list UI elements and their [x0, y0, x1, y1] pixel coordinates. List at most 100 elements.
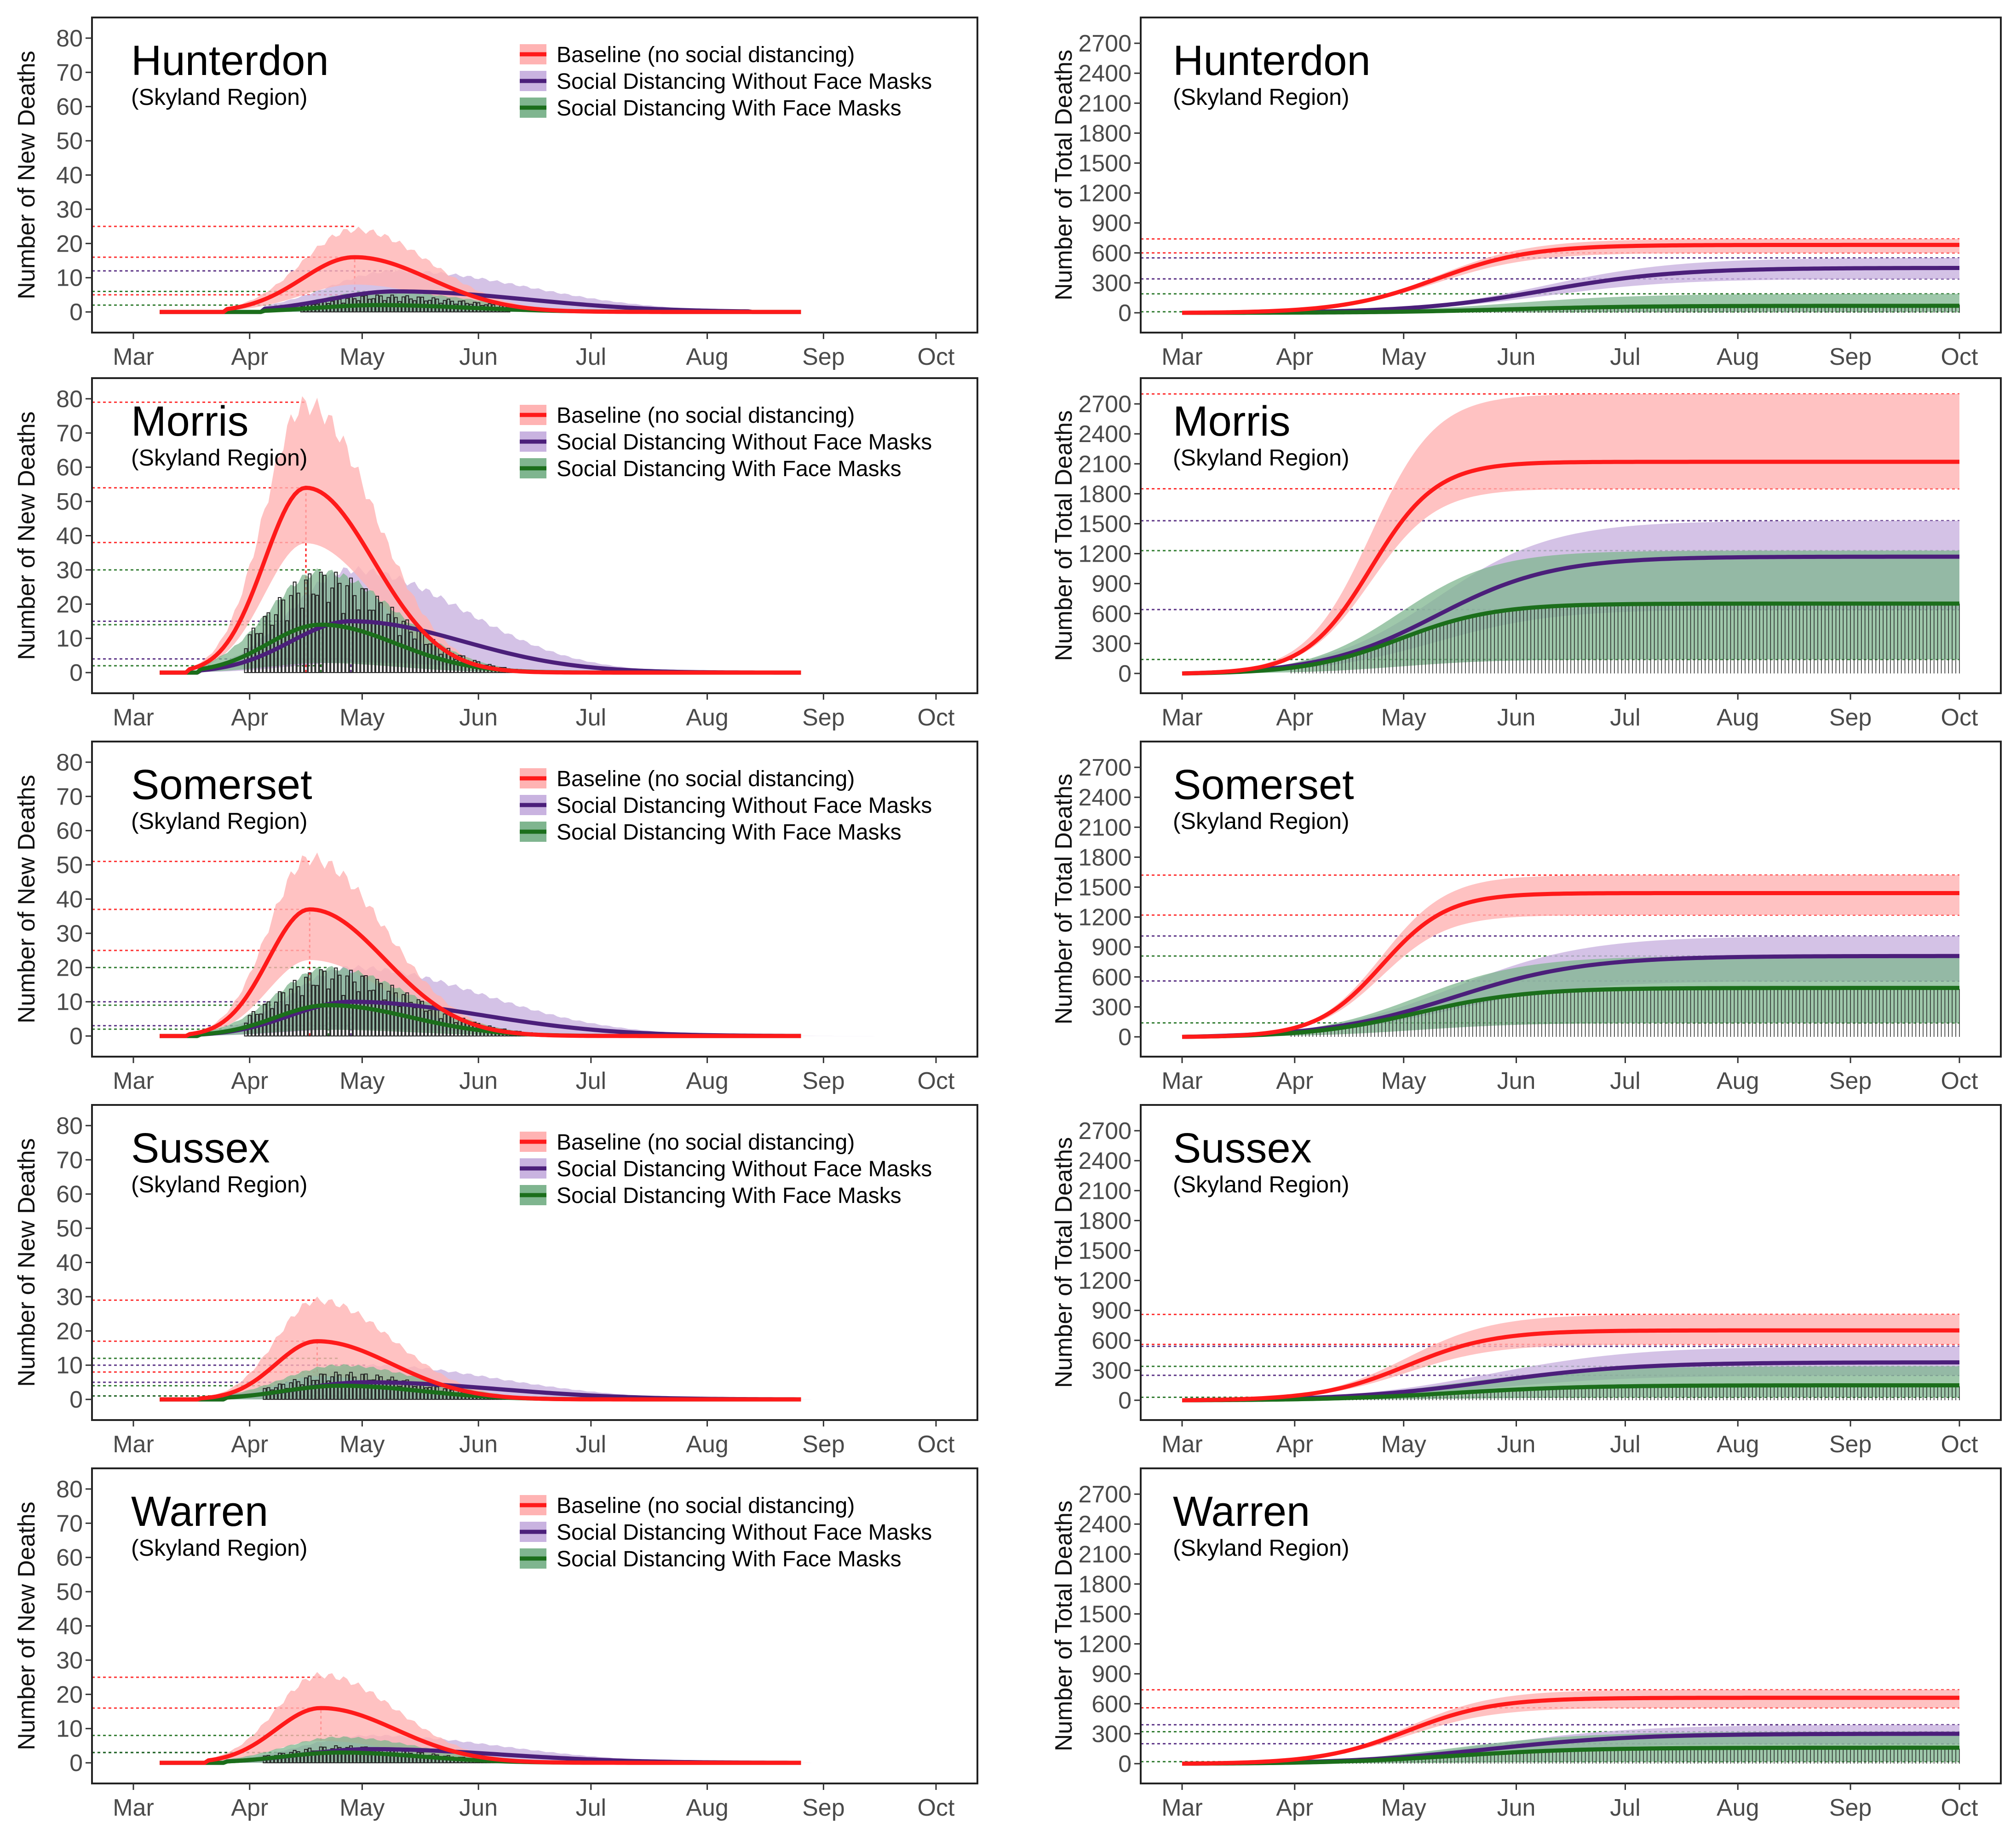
- y-tick-label: 70: [56, 783, 83, 810]
- legend-label-no_masks: Social Distancing Without Face Masks: [557, 1520, 932, 1545]
- plot-frame: [91, 377, 978, 694]
- region-subtitle: (Skyland Region): [131, 1535, 308, 1561]
- y-axis-label: Number of Total Deaths: [1051, 50, 1077, 300]
- observed-bar: [315, 985, 319, 1037]
- observed-bar: [386, 614, 391, 673]
- observed-bar: [308, 573, 312, 673]
- observed-bar: [409, 632, 413, 673]
- x-tick-label: Sep: [802, 1794, 845, 1821]
- county-title: Sussex: [131, 1125, 270, 1172]
- y-tick-label: 300: [1091, 270, 1131, 297]
- y-tick-label: 10: [56, 1716, 83, 1743]
- x-tick-label: Jun: [459, 704, 498, 731]
- observed-bar: [311, 1380, 316, 1400]
- y-axis-label: Number of Total Deaths: [1051, 774, 1077, 1024]
- observed-bar: [319, 969, 323, 1037]
- uncertainty-band-masks: [133, 1736, 936, 1763]
- y-tick-label: 20: [56, 591, 83, 618]
- series-line-baseline: [160, 907, 801, 1038]
- x-tick-label: Mar: [1161, 1068, 1203, 1094]
- y-tick-label: 0: [1118, 1024, 1131, 1051]
- plot-frame: [91, 1467, 978, 1784]
- y-tick-label: 600: [1091, 1691, 1131, 1718]
- y-tick-label: 300: [1091, 994, 1131, 1021]
- observed-bar: [296, 1751, 300, 1764]
- observed-bar: [274, 614, 278, 673]
- y-tick-label: 300: [1091, 1357, 1131, 1384]
- county-title: Somerset: [1173, 761, 1354, 808]
- x-tick-label: Mar: [113, 1431, 154, 1458]
- x-tick-label: Jun: [1497, 1794, 1536, 1821]
- plot-area: [93, 852, 936, 1038]
- y-tick-label: 60: [56, 454, 83, 481]
- x-tick-label: Mar: [113, 1068, 154, 1094]
- y-tick-label: 10: [56, 265, 83, 292]
- uncertainty-band-masks: [1182, 1731, 1959, 1764]
- observed-bar: [413, 1386, 417, 1400]
- legend-label-masks: Social Distancing With Face Masks: [557, 457, 902, 481]
- county-title: Morris: [131, 398, 249, 445]
- observed-bar: [371, 989, 375, 1037]
- y-tick-label: 20: [56, 955, 83, 981]
- plot-area: [93, 225, 936, 314]
- observed-bar: [341, 613, 345, 673]
- y-tick-label: 300: [1091, 631, 1131, 657]
- y-tick-label: 30: [56, 196, 83, 223]
- series-line-baseline: [1182, 1696, 1959, 1766]
- y-tick-label: 0: [1118, 300, 1131, 327]
- y-tick-label: 0: [69, 660, 83, 686]
- x-tick-label: Jul: [576, 1068, 606, 1094]
- observed-bar: [315, 595, 319, 673]
- y-tick-label: 1800: [1078, 120, 1131, 147]
- observed-bar: [439, 1018, 443, 1037]
- x-tick-label: Mar: [1161, 1794, 1203, 1821]
- x-tick-label: Sep: [1829, 1794, 1872, 1821]
- y-tick-label: 2400: [1078, 1148, 1131, 1174]
- x-tick-label: May: [1381, 1068, 1426, 1094]
- y-tick-label: 40: [56, 1250, 83, 1277]
- legend-label-masks: Social Distancing With Face Masks: [557, 820, 902, 845]
- plot-area: [93, 1672, 936, 1765]
- y-tick-label: 60: [56, 1545, 83, 1571]
- y-tick-label: 1200: [1078, 1631, 1131, 1658]
- observed-bar: [409, 1753, 413, 1764]
- y-tick-label: 2100: [1078, 90, 1131, 117]
- x-tick-label: Mar: [113, 704, 154, 731]
- x-tick-label: Mar: [1161, 704, 1203, 731]
- plot-frame: [1140, 17, 2002, 334]
- y-tick-label: 1800: [1078, 481, 1131, 507]
- legend-label-masks: Social Distancing With Face Masks: [557, 96, 902, 121]
- observed-bar: [300, 995, 304, 1037]
- y-tick-label: 1200: [1078, 541, 1131, 568]
- observed-bar: [300, 1384, 304, 1400]
- x-tick-label: Apr: [1276, 704, 1313, 731]
- chart-sussex-new: 0 10 20 30 40 50 60 70 80 Mar Apr May Jun Jul Aug Sep Oc…: [13, 1104, 978, 1458]
- legend-label-baseline: Baseline (no social distancing): [557, 1494, 855, 1518]
- uncertainty-band-masks: [133, 1364, 936, 1400]
- observed-bar: [424, 1011, 428, 1037]
- y-tick-label: 2400: [1078, 784, 1131, 811]
- observed-bar: [308, 972, 312, 1037]
- observed-bar: [368, 610, 372, 673]
- series-line-masks: [1182, 1745, 1960, 1766]
- y-tick-label: 2100: [1078, 1541, 1131, 1568]
- y-tick-label: 10: [56, 1352, 83, 1379]
- x-tick-label: Oct: [1941, 1431, 1978, 1458]
- y-tick-label: 50: [56, 1215, 83, 1242]
- chart-sussex-total: 0 300 600 900 1200 1500 1800 2100 2400 2700 Mar Apr…: [1051, 1104, 2002, 1458]
- observed-bar: [327, 1380, 331, 1400]
- uncertainty-band-baseline: [133, 396, 936, 673]
- x-tick-label: Aug: [686, 1794, 729, 1821]
- observed-bar: [319, 571, 323, 673]
- y-tick-label: 70: [56, 420, 83, 447]
- region-subtitle: (Skyland Region): [131, 808, 308, 834]
- observed-bar: [390, 984, 394, 1037]
- county-title: Warren: [1173, 1488, 1310, 1535]
- county-title: Sussex: [1173, 1125, 1312, 1172]
- plot-frame: [91, 17, 978, 334]
- legend-label-baseline: Baseline (no social distancing): [557, 767, 855, 791]
- y-axis-label: Number of Total Deaths: [1051, 1137, 1077, 1388]
- x-tick-label: Oct: [918, 1068, 955, 1094]
- region-subtitle: (Skyland Region): [1173, 84, 1350, 110]
- observed-bar: [293, 581, 297, 673]
